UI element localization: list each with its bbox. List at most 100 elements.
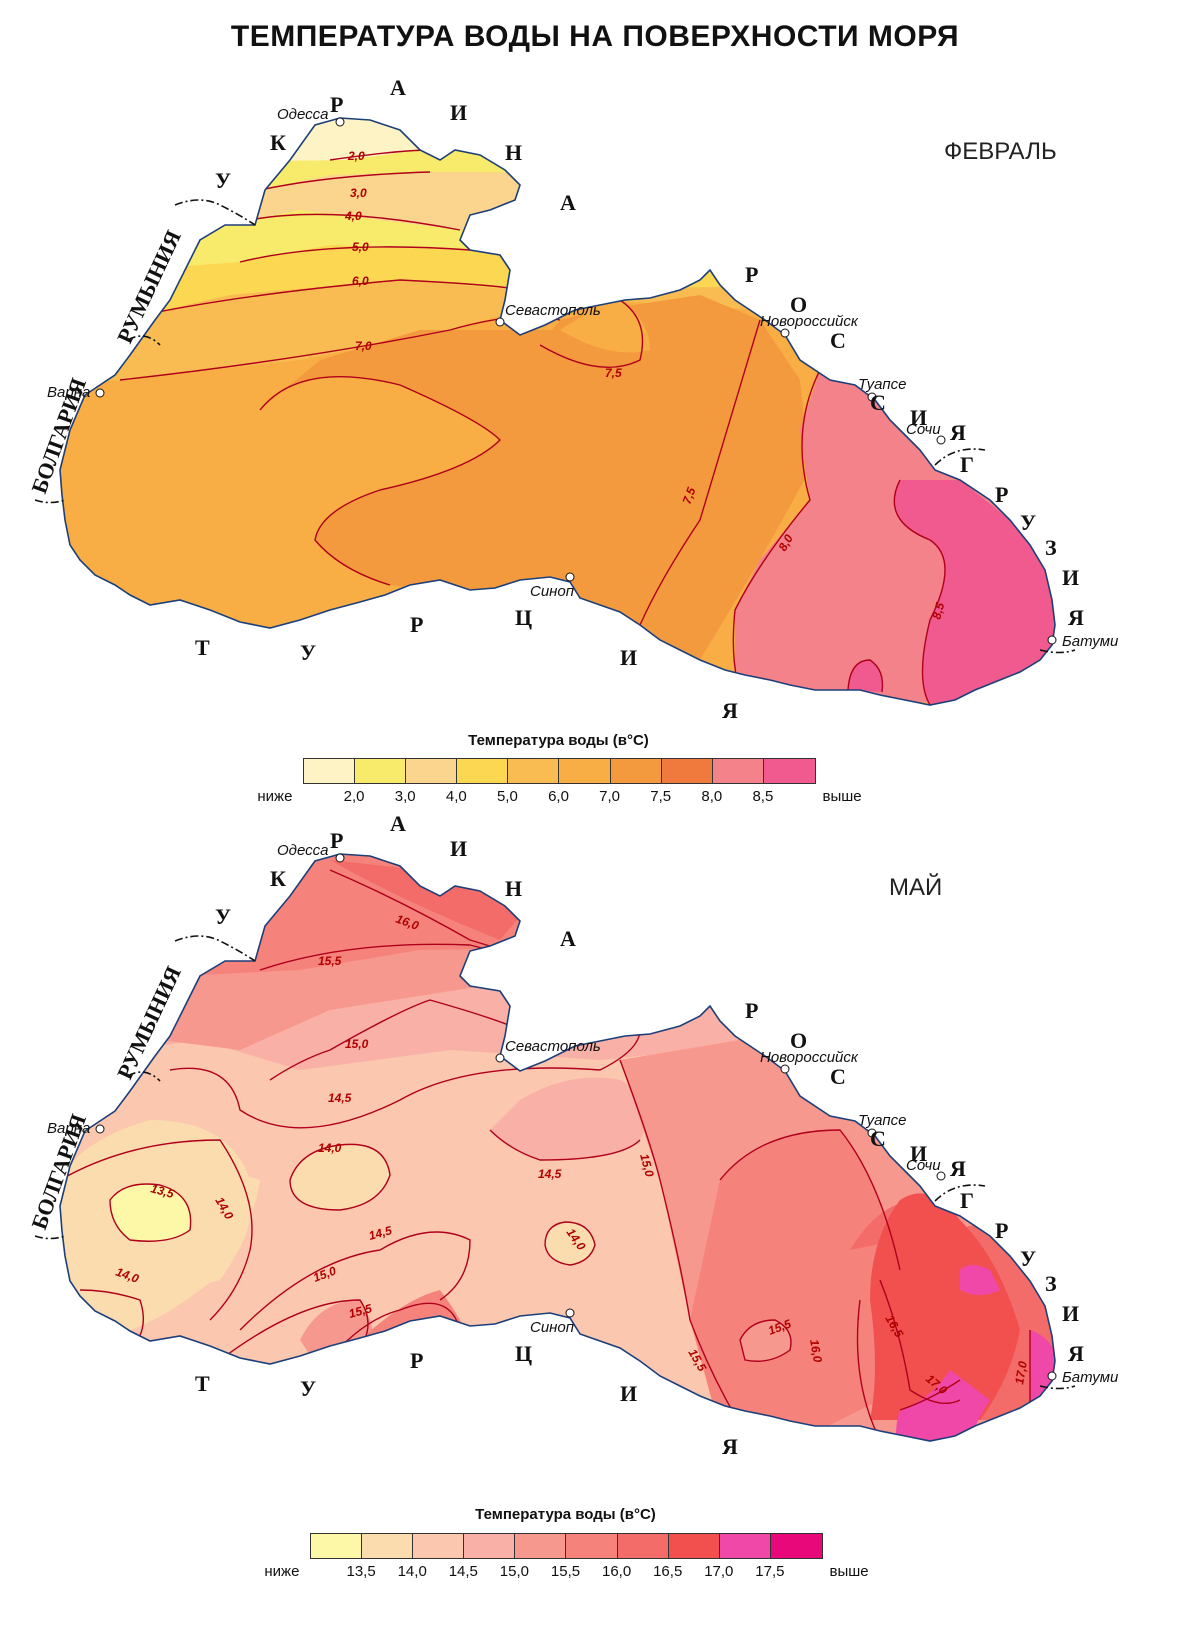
svg-text:У: У <box>1020 1246 1036 1271</box>
legend-tick-label: 4,0 <box>445 788 467 805</box>
legend-swatch <box>355 759 407 783</box>
svg-text:З: З <box>1045 1271 1057 1296</box>
svg-text:15,5: 15,5 <box>347 1301 373 1321</box>
legend-swatch <box>617 1534 669 1558</box>
svg-text:Я: Я <box>1068 1341 1084 1366</box>
svg-text:Р: Р <box>330 828 343 853</box>
svg-text:7,5: 7,5 <box>680 485 699 506</box>
svg-text:6,0: 6,0 <box>352 274 369 288</box>
legend-swatch <box>413 1534 465 1558</box>
legend-tick-label: 6,0 <box>548 788 569 805</box>
legend-tick-label: 5,0 <box>496 788 518 805</box>
svg-text:К: К <box>270 130 286 155</box>
svg-text:Новороссийск: Новороссийск <box>760 313 859 330</box>
svg-text:У: У <box>215 904 231 929</box>
svg-text:Синоп: Синоп <box>530 1319 574 1336</box>
svg-text:Батуми: Батуми <box>1062 633 1119 650</box>
svg-text:О: О <box>790 1028 807 1053</box>
svg-text:3,0: 3,0 <box>350 186 367 200</box>
svg-text:2,0: 2,0 <box>347 149 365 163</box>
svg-text:И: И <box>450 836 467 861</box>
legend-swatch <box>304 759 356 783</box>
legend-tick-label: выше <box>822 788 862 805</box>
svg-text:Варна: Варна <box>47 1120 90 1137</box>
svg-text:С: С <box>830 328 846 353</box>
temperature-zones <box>60 118 1055 705</box>
svg-text:И: И <box>620 1381 637 1406</box>
svg-text:14,5: 14,5 <box>328 1091 352 1105</box>
color-legend <box>310 1533 823 1559</box>
svg-text:И: И <box>450 100 467 125</box>
legend-swatch <box>559 759 611 783</box>
legend-title: Температура воды (в°C) <box>475 1506 656 1523</box>
legend-swatch <box>610 759 662 783</box>
svg-text:Севастополь: Севастополь <box>505 1038 601 1055</box>
legend-title: Температура воды (в°C) <box>468 732 649 749</box>
legend-swatch <box>508 759 560 783</box>
legend-swatch <box>668 1534 720 1558</box>
svg-text:А: А <box>560 926 576 951</box>
city-markers: Одесса Севастополь Новороссийск Туапсе С… <box>47 842 1119 1386</box>
svg-text:У: У <box>215 168 231 193</box>
legend-tick-label: 15,0 <box>499 1563 529 1580</box>
svg-text:Р: Р <box>330 92 343 117</box>
svg-text:Т: Т <box>195 1371 210 1396</box>
svg-text:15,0: 15,0 <box>637 1152 657 1178</box>
map-month-label: ФЕВРАЛЬ <box>944 138 1057 165</box>
legend-swatch <box>311 1534 363 1558</box>
svg-text:Сочи: Сочи <box>906 1157 941 1174</box>
svg-text:Я: Я <box>950 1156 966 1181</box>
svg-text:Р: Р <box>745 998 758 1023</box>
svg-text:Новороссийск: Новороссийск <box>760 1049 859 1066</box>
legend-swatch <box>566 1534 618 1558</box>
page-title: ТЕМПЕРАТУРА ВОДЫ НА ПОВЕРХНОСТИ МОРЯ <box>230 20 960 53</box>
svg-text:14,5: 14,5 <box>367 1223 393 1243</box>
legend-tick-label: 13,5 <box>346 1563 376 1580</box>
color-legend <box>303 758 816 784</box>
city-markers: Одесса Севастополь Новороссийск Туапсе С… <box>47 106 1119 650</box>
svg-text:Ц: Ц <box>515 605 532 630</box>
svg-text:14,5: 14,5 <box>538 1167 562 1181</box>
legend-ticks: ниже 13,5 14,0 14,5 15,0 15,5 16,0 16,5 17,0 17,5… <box>264 1563 868 1583</box>
legend-tick-label: 7,0 <box>599 788 621 805</box>
svg-text:Одесса: Одесса <box>277 106 328 123</box>
legend-tick-label: 17,0 <box>704 1563 734 1580</box>
legend-swatch <box>457 759 509 783</box>
svg-text:С: С <box>870 1126 886 1151</box>
svg-text:Т: Т <box>195 635 210 660</box>
legend-tick-label: 17,5 <box>755 1563 785 1580</box>
svg-text:У: У <box>1020 510 1036 535</box>
svg-text:4,0: 4,0 <box>344 209 362 223</box>
legend-tick-label: 15,5 <box>550 1563 581 1580</box>
svg-text:Туапсе: Туапсе <box>858 376 906 393</box>
legend-ticks: ниже 2,0 3,0 4,0 5,0 6,0 7,0 7,5 8,0 8,5 выше <box>257 788 861 808</box>
legend-swatch <box>770 1534 822 1558</box>
svg-text:Синоп: Синоп <box>530 583 574 600</box>
legend-tick-label: 8,0 <box>701 788 723 805</box>
legend-tick-label: ниже <box>264 1563 300 1580</box>
map-may: 16,0 15,5 15,0 14,5 14,0 13,5 14,0 14,0 … <box>26 811 1119 1459</box>
svg-text:Туапсе: Туапсе <box>858 1112 906 1129</box>
svg-text:И: И <box>620 645 637 670</box>
svg-text:Я: Я <box>950 420 966 445</box>
svg-text:16,0: 16,0 <box>807 1338 825 1364</box>
svg-text:А: А <box>390 75 406 100</box>
svg-text:8,5: 8,5 <box>929 601 947 621</box>
svg-text:И: И <box>910 1141 927 1166</box>
svg-text:Р: Р <box>995 482 1008 507</box>
svg-text:Я: Я <box>722 698 738 723</box>
svg-text:Батуми: Батуми <box>1062 1369 1119 1386</box>
svg-text:Я: Я <box>722 1434 738 1459</box>
svg-text:А: А <box>560 190 576 215</box>
legend-tick-label: 3,0 <box>394 788 416 805</box>
legend-swatch <box>719 1534 771 1558</box>
map-february: 2,0 3,0 4,0 5,0 6,0 7,0 7,5 7,5 8,0 8,5 … <box>26 75 1119 723</box>
legend-tick-label: ниже <box>257 788 293 805</box>
svg-text:А: А <box>390 811 406 836</box>
svg-text:И: И <box>1062 565 1079 590</box>
legend-tick-label: выше <box>829 1563 869 1580</box>
svg-text:Варна: Варна <box>47 384 90 401</box>
svg-text:У: У <box>300 1376 316 1401</box>
svg-text:И: И <box>910 405 927 430</box>
